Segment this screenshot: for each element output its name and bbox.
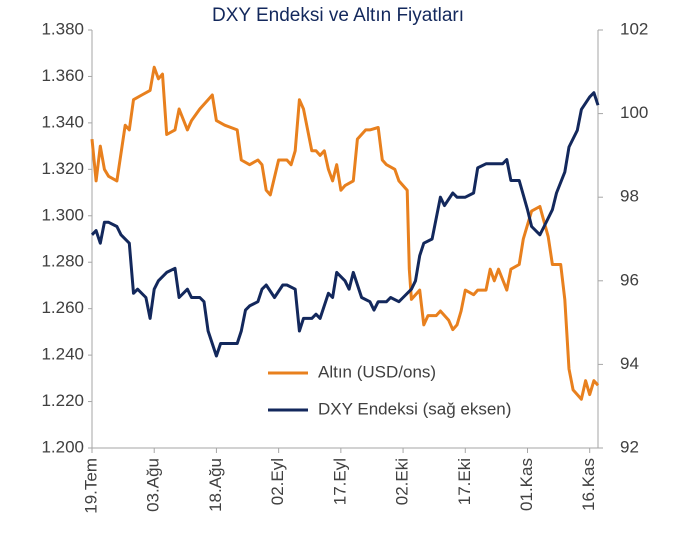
series-line	[90, 91, 600, 358]
y-tick-label: 1.220	[41, 391, 84, 410]
y-tick-label: 1.240	[41, 345, 84, 364]
y2-tick-label: 92	[620, 437, 639, 456]
y-tick-label: 1.360	[41, 66, 84, 85]
x-tick-label: 02.Eki	[393, 458, 412, 505]
y2-tick-label: 98	[620, 187, 639, 206]
y2-tick-label: 100	[620, 103, 648, 122]
y2-tick-label: 102	[620, 19, 648, 38]
y2-tick-label: 94	[620, 354, 639, 373]
y-tick-label: 1.260	[41, 298, 84, 317]
x-tick-label: 17.Eyl	[330, 458, 349, 505]
x-tick-label: 03.Ağu	[144, 458, 163, 512]
legend-label: Altın (USD/ons)	[318, 362, 436, 381]
x-tick-label: 18.Ağu	[206, 458, 225, 512]
chart-title: DXY Endeksi ve Altın Fiyatları	[212, 5, 464, 26]
x-tick-label: 19.Tem	[81, 458, 100, 514]
y-tick-label: 1.340	[41, 112, 84, 131]
x-tick-label: 01.Kas	[517, 458, 536, 511]
x-tick-label: 17.Eki	[455, 458, 474, 505]
y-tick-label: 1.380	[41, 19, 84, 38]
y-tick-label: 1.320	[41, 159, 84, 178]
series-line	[90, 65, 600, 401]
x-tick-label: 16.Kas	[579, 458, 598, 511]
x-tick-label: 02.Eyl	[268, 458, 287, 505]
y-tick-label: 1.200	[41, 437, 84, 456]
legend-label: DXY Endeksi (sağ eksen)	[318, 399, 511, 418]
y-tick-label: 1.280	[41, 252, 84, 271]
y-tick-label: 1.300	[41, 205, 84, 224]
y2-tick-label: 96	[620, 270, 639, 289]
